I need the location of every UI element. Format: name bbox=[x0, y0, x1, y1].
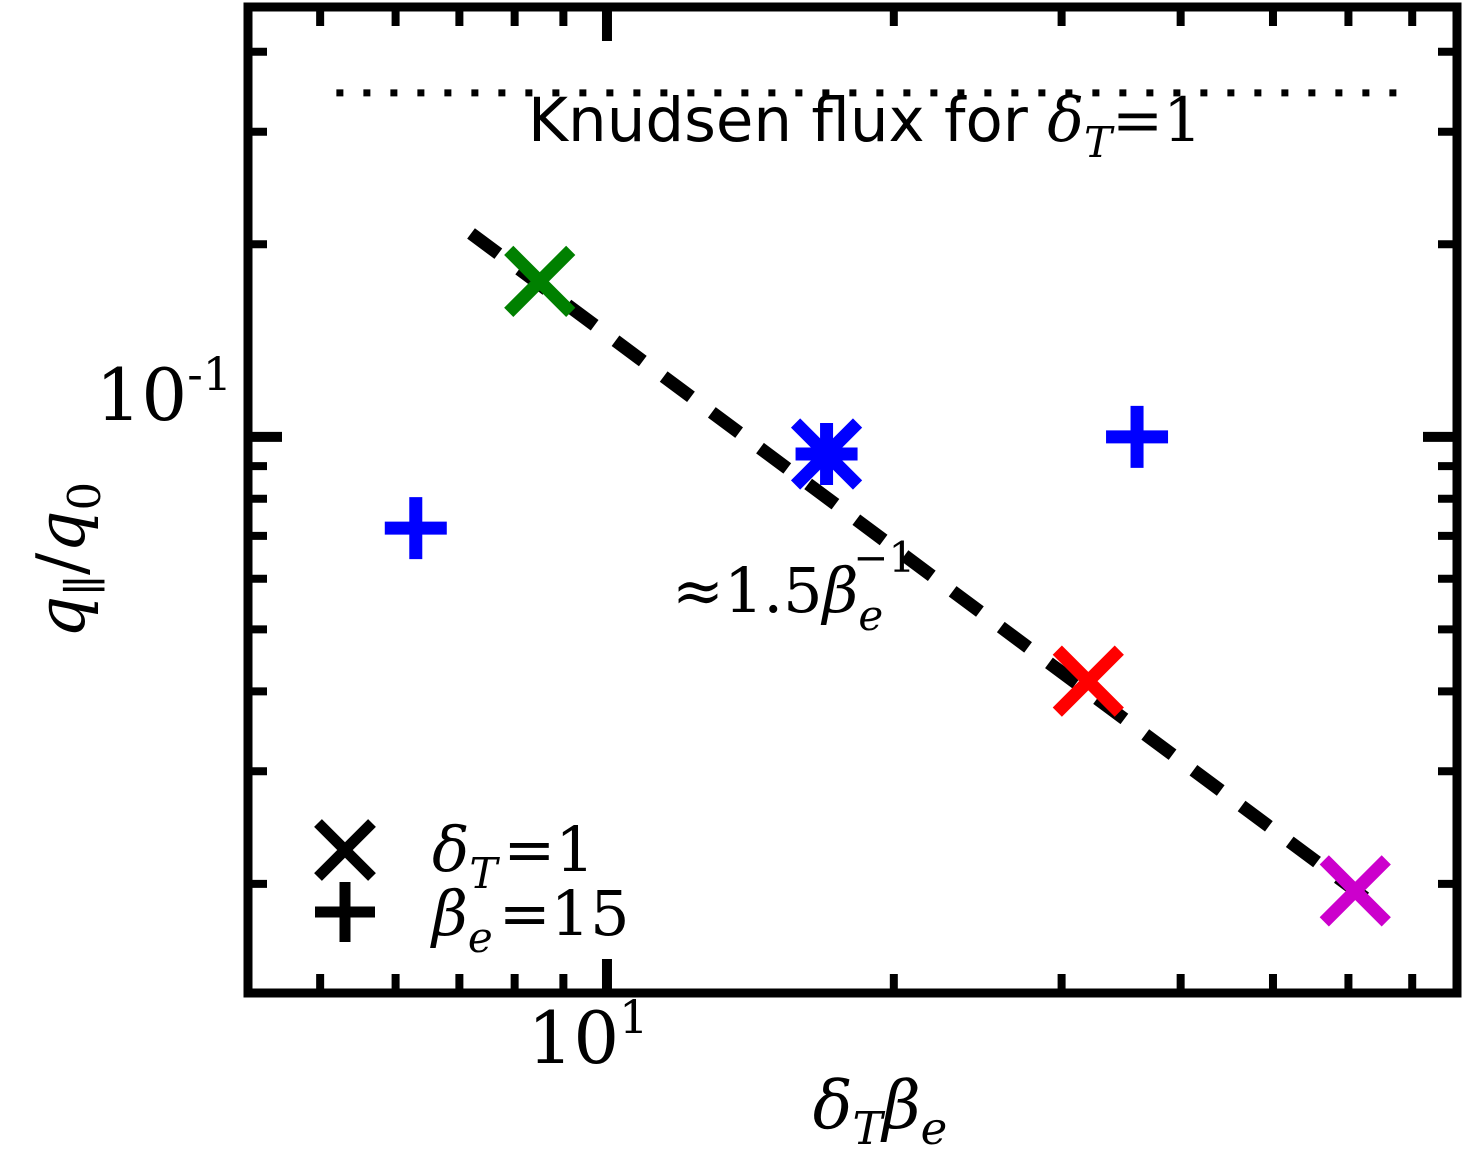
data-point-blue-plus-left bbox=[384, 497, 447, 560]
legend-label-beta: βe=15 bbox=[430, 877, 630, 962]
powerlaw-annotation-text: ≈1.5βe −1 bbox=[672, 533, 915, 640]
x-label-delta-sub: T bbox=[852, 1102, 885, 1155]
x-axis-label-text: δTβe bbox=[813, 1067, 948, 1155]
y-label-q: q bbox=[23, 596, 100, 638]
x-tick-exponent: 1 bbox=[619, 990, 648, 1044]
legend-entry-beta: βe=15 bbox=[315, 877, 630, 962]
y-axis-tick-label: 10-1 bbox=[96, 347, 232, 437]
knudsen-main-text: Knudsen flux for bbox=[528, 85, 1047, 156]
y-label-slash: / bbox=[23, 552, 100, 575]
legend-delta-symbol: δ bbox=[432, 813, 469, 886]
axis-ticks bbox=[248, 7, 1457, 993]
x-tick-base: 10 bbox=[528, 996, 620, 1080]
legend-delta-subscript: T bbox=[469, 849, 500, 898]
y-tick-exponent: -1 bbox=[187, 347, 232, 401]
y-tick-label-text: 10-1 bbox=[96, 347, 232, 437]
legend-delta-value: =1 bbox=[503, 813, 594, 886]
powerlaw-approx-text: ≈1.5 bbox=[672, 554, 823, 627]
data-markers bbox=[384, 245, 1391, 927]
knudsen-annotation-text: Knudsen flux for δT=1 bbox=[528, 85, 1202, 167]
y-axis-label-text: q∥/q0 bbox=[23, 482, 111, 638]
data-point-red-x bbox=[1052, 645, 1124, 717]
y-label-parallel-sub: ∥ bbox=[58, 575, 111, 596]
y-label-zero-sub: 0 bbox=[58, 482, 111, 511]
powerlaw-beta-subscript: e bbox=[858, 591, 883, 640]
legend-beta-value: =15 bbox=[499, 877, 630, 950]
data-point-blue-plus-right bbox=[1106, 405, 1169, 468]
legend-label-delta: δT=1 bbox=[432, 813, 595, 898]
data-point-green-x bbox=[504, 245, 576, 317]
legend-x-marker-icon bbox=[314, 819, 376, 881]
legend-entry-delta: δT=1 bbox=[314, 813, 595, 898]
knudsen-annotation: Knudsen flux for δT=1 bbox=[528, 85, 1202, 167]
data-point-magenta-x bbox=[1319, 855, 1391, 927]
powerlaw-annotation: ≈1.5βe −1 bbox=[672, 533, 915, 640]
powerlaw-beta-symbol: β bbox=[821, 554, 859, 627]
x-label-beta: β bbox=[879, 1067, 920, 1144]
x-label-beta-sub: e bbox=[921, 1102, 948, 1155]
data-point-blue-plus-mid bbox=[795, 423, 858, 486]
x-label-delta: δ bbox=[813, 1067, 853, 1144]
x-axis-label: δTβe bbox=[813, 1067, 948, 1155]
x-tick-label-text: 101 bbox=[528, 990, 649, 1080]
x-axis-tick-label: 101 bbox=[528, 990, 649, 1080]
knudsen-delta-subscript: T bbox=[1084, 118, 1115, 167]
legend: δT=1 βe=15 bbox=[314, 813, 630, 962]
fit-dashed-line bbox=[467, 228, 1386, 916]
knudsen-equals-one: =1 bbox=[1112, 85, 1202, 156]
y-label-q0: q bbox=[23, 511, 100, 553]
legend-beta-symbol: β bbox=[430, 877, 468, 950]
powerlaw-exponent: −1 bbox=[853, 533, 915, 582]
y-tick-base: 10 bbox=[96, 353, 188, 437]
legend-beta-subscript: e bbox=[468, 913, 493, 962]
power-law-fit-line bbox=[467, 228, 1386, 916]
knudsen-delta-symbol: δ bbox=[1047, 85, 1084, 156]
legend-plus-marker-icon bbox=[315, 882, 375, 942]
y-axis-label: q∥/q0 bbox=[23, 482, 111, 638]
